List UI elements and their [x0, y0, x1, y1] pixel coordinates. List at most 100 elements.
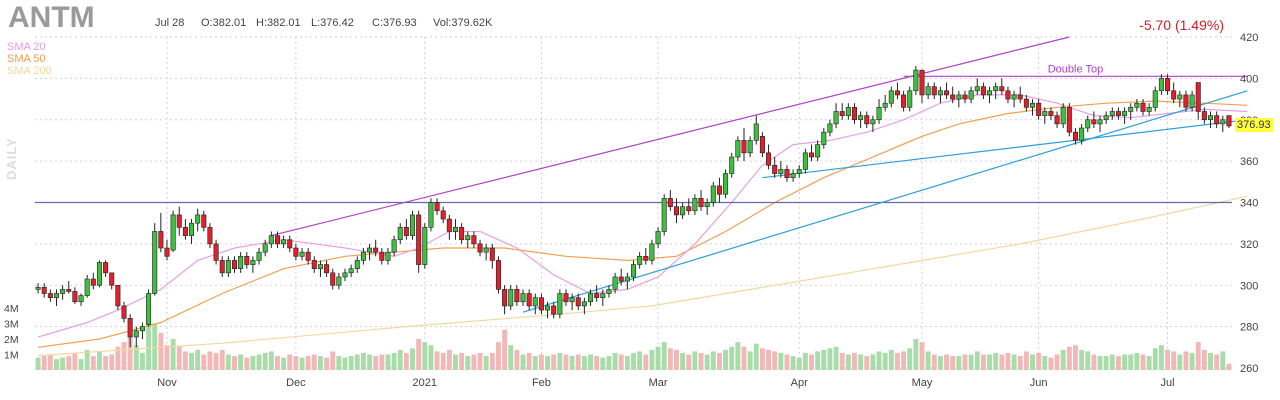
volume-bar: [925, 351, 931, 370]
volume-bar: [1011, 354, 1017, 370]
volume-bar: [581, 356, 587, 370]
sma50-line: [38, 100, 1248, 348]
volume-bar: [502, 329, 508, 370]
price-tick-label: 280: [1240, 322, 1258, 334]
candle-body: [1201, 111, 1207, 121]
volume-bar: [1036, 352, 1042, 370]
volume-bar: [152, 323, 158, 370]
volume-bar: [1017, 356, 1023, 370]
candle-body: [1079, 127, 1085, 141]
volume-bar: [858, 354, 864, 370]
candle-body: [324, 264, 330, 274]
volume-bar: [1079, 349, 1085, 370]
candle-body: [385, 251, 391, 261]
volume-bar: [293, 356, 299, 370]
candle-body: [225, 260, 231, 274]
candle-body: [729, 156, 735, 174]
candle-body: [403, 227, 409, 236]
volume-bar: [219, 349, 225, 370]
volume-bar: [802, 352, 808, 370]
volume-bar: [1060, 349, 1066, 370]
candle-body: [1214, 115, 1220, 125]
low-value: L:376.42: [311, 17, 354, 29]
volume-bar: [667, 348, 673, 370]
volume-bar: [182, 351, 188, 370]
volume-bar: [508, 345, 514, 370]
volume-tick-label: 4M: [4, 303, 19, 315]
candle-body: [545, 305, 551, 311]
volume-bar: [1054, 354, 1060, 370]
candle-body: [901, 94, 907, 108]
candle-body: [1115, 111, 1121, 116]
volume-bar: [520, 354, 526, 370]
volume-bar: [195, 349, 201, 370]
candle-body: [391, 239, 397, 253]
volume-bar: [238, 354, 244, 370]
month-label: Mar: [649, 377, 668, 389]
candle-body: [293, 247, 299, 257]
volume-bar: [723, 349, 729, 370]
volume-bar: [385, 354, 391, 370]
candle-body: [858, 115, 864, 121]
candle-body: [968, 90, 974, 100]
date-axis: Nov Dec 2021 Feb Mar Apr May Jun Jul: [157, 377, 1174, 389]
candle-body: [581, 301, 587, 307]
candle-body: [1146, 107, 1152, 112]
candle-body: [778, 169, 784, 174]
volume-bar: [1122, 354, 1128, 370]
volume-bar: [416, 339, 422, 370]
volume-bar: [1208, 352, 1213, 370]
candle-body: [1195, 82, 1201, 112]
volume-bar: [962, 354, 968, 370]
candle-body: [146, 293, 152, 325]
candle-body: [1085, 119, 1091, 129]
candle-body: [1177, 94, 1183, 100]
candle-body: [182, 227, 188, 236]
candle-body: [888, 90, 894, 104]
candle-body: [489, 247, 495, 261]
volume-bar: [686, 354, 692, 370]
candle-body: [643, 255, 649, 261]
candle-body: [993, 86, 999, 92]
moving-averages: [37, 94, 1248, 357]
volume-bar: [1066, 346, 1072, 370]
volume-bar: [772, 351, 778, 370]
candle-body: [944, 90, 950, 96]
volume-bar: [121, 342, 127, 370]
volume-bar: [60, 357, 66, 370]
volume-bar: [1097, 356, 1103, 370]
volume-bar: [551, 354, 557, 370]
candle-body: [612, 276, 618, 290]
volume-bar: [950, 356, 956, 370]
volume-bar: [937, 356, 943, 370]
volume-bar: [588, 354, 593, 370]
candle-body: [219, 260, 225, 274]
volume-bar: [410, 348, 415, 370]
month-label: 2021: [413, 377, 437, 389]
volume-bar: [821, 349, 827, 370]
candle-body: [851, 107, 857, 121]
candle-body: [1165, 78, 1171, 92]
candle-body: [649, 243, 655, 261]
candle-body: [606, 289, 612, 294]
volume-bar: [158, 332, 164, 370]
candle-body: [109, 272, 115, 286]
volume-bar: [244, 357, 250, 370]
volume-bar: [146, 314, 152, 370]
volume-bar: [931, 354, 937, 370]
sma20-line: [37, 94, 1248, 338]
volume-bar: [888, 349, 894, 370]
volume-bar: [1030, 354, 1035, 370]
candle-body: [759, 136, 765, 154]
candle-body: [686, 206, 692, 212]
candle-body: [66, 289, 72, 292]
price-tick-label: 400: [1240, 73, 1258, 85]
candle-body: [1072, 131, 1078, 141]
volume-bar: [698, 352, 704, 370]
trendline: [522, 90, 1248, 313]
candle-body: [667, 198, 673, 207]
volume-bar: [864, 356, 870, 370]
candle-body: [925, 86, 931, 96]
price-axis: 260280300320340360380400420: [1240, 32, 1258, 375]
volume-bar: [1165, 349, 1171, 370]
